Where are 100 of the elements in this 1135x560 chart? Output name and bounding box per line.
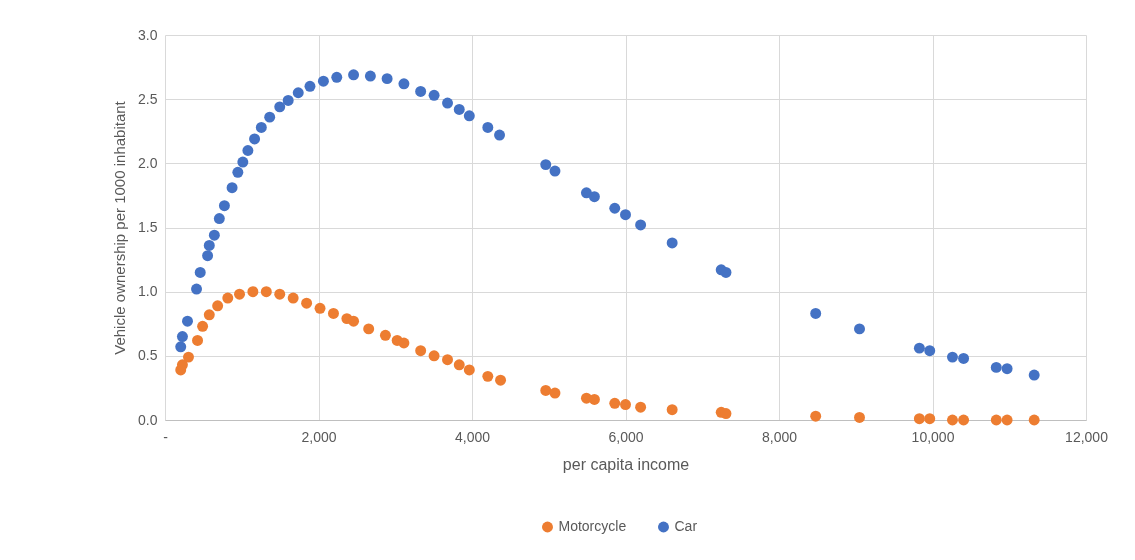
point xyxy=(327,308,339,319)
y-tick-label: 2.0 xyxy=(138,154,158,171)
point xyxy=(381,73,393,85)
legend-label: Motorcycle xyxy=(558,518,627,534)
point xyxy=(183,351,194,363)
point xyxy=(176,331,188,343)
point xyxy=(202,250,214,262)
point xyxy=(810,410,822,422)
point xyxy=(635,401,647,413)
y-tick-label: 3.0 xyxy=(138,26,158,43)
point xyxy=(913,342,925,354)
x-tick-label: 4,000 xyxy=(454,428,491,445)
point xyxy=(194,266,206,278)
x-tick-label: 8,000 xyxy=(761,428,798,445)
point xyxy=(264,111,276,123)
point xyxy=(287,292,299,304)
point xyxy=(314,302,326,314)
point xyxy=(301,297,313,309)
point xyxy=(635,219,647,231)
point xyxy=(175,341,187,353)
point xyxy=(197,320,209,332)
legend-label: Car xyxy=(674,518,698,534)
x-tick-label: 12,000 xyxy=(1065,428,1109,445)
point xyxy=(222,292,234,304)
point xyxy=(442,97,453,109)
point xyxy=(232,166,244,178)
point xyxy=(463,364,475,376)
point xyxy=(331,71,343,83)
point xyxy=(540,159,552,171)
point xyxy=(398,337,410,349)
point xyxy=(398,78,410,90)
point xyxy=(226,182,238,194)
x-tick-label: 2,000 xyxy=(301,428,337,445)
point xyxy=(428,350,440,362)
point xyxy=(540,385,552,396)
point xyxy=(234,288,245,300)
point xyxy=(666,404,678,416)
point xyxy=(348,69,360,81)
y-tick-label: 2.5 xyxy=(138,90,158,107)
point xyxy=(913,413,925,425)
point xyxy=(379,329,391,341)
point xyxy=(428,89,440,101)
point xyxy=(255,121,267,133)
point xyxy=(463,110,475,122)
point xyxy=(946,414,958,426)
point xyxy=(946,351,958,363)
point xyxy=(247,286,259,298)
point xyxy=(1028,414,1040,426)
point xyxy=(260,286,272,298)
point xyxy=(549,387,561,399)
point xyxy=(442,354,453,366)
point xyxy=(588,394,600,405)
point xyxy=(191,283,203,295)
point xyxy=(958,352,970,364)
point xyxy=(924,345,936,357)
point xyxy=(1001,363,1013,375)
point xyxy=(203,240,215,251)
point xyxy=(620,399,631,411)
point xyxy=(415,86,427,97)
point xyxy=(213,213,225,224)
point xyxy=(415,345,427,357)
point xyxy=(218,200,230,212)
point xyxy=(364,70,376,82)
point xyxy=(810,308,822,319)
point xyxy=(274,101,286,113)
point xyxy=(282,94,294,106)
x-tick-label: - xyxy=(163,428,169,445)
y-tick-label: 1.0 xyxy=(138,283,158,300)
point xyxy=(453,359,465,371)
y-tick-label: 0.5 xyxy=(138,347,158,364)
point xyxy=(482,121,494,133)
y-tick-label: 0.0 xyxy=(138,411,158,428)
point xyxy=(620,209,631,221)
point xyxy=(494,129,506,141)
point xyxy=(203,309,215,321)
point xyxy=(854,323,865,335)
point xyxy=(720,266,732,278)
point xyxy=(317,75,329,87)
point xyxy=(242,145,254,156)
point xyxy=(348,315,360,327)
point xyxy=(495,374,507,386)
point xyxy=(249,133,261,145)
point xyxy=(588,191,600,203)
point xyxy=(924,413,936,425)
point xyxy=(609,397,621,409)
x-axis-title: per capita income xyxy=(562,455,690,473)
point xyxy=(482,370,494,382)
point xyxy=(958,414,970,426)
point xyxy=(990,361,1002,373)
y-tick-label: 1.5 xyxy=(138,219,158,235)
point xyxy=(182,315,193,327)
point xyxy=(854,411,865,423)
x-tick-label: 6,000 xyxy=(608,428,644,445)
point xyxy=(1028,369,1040,381)
y-axis-title: Vehicle ownership per 1000 inhabitant xyxy=(111,100,129,355)
point xyxy=(212,300,224,312)
point xyxy=(304,80,316,92)
point xyxy=(208,229,220,241)
point xyxy=(453,103,465,115)
point xyxy=(990,414,1002,426)
